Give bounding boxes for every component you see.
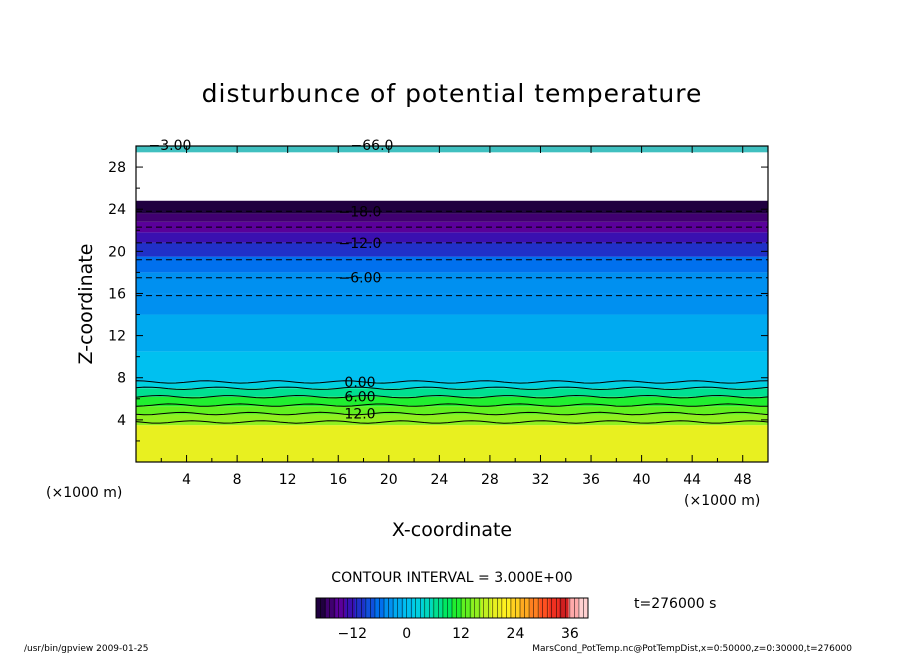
colorbar-swatch-1 [325, 598, 336, 618]
field-band-9 [136, 272, 768, 294]
x-tick-label-1: 8 [233, 472, 242, 488]
contour-line-1 [135, 411, 769, 416]
x-tick-label-11: 48 [734, 472, 752, 488]
colorbar-ticks: −12 0 12 24 36 [337, 626, 578, 642]
field-band-8 [136, 293, 768, 315]
colorbar-swatch-7 [384, 598, 395, 618]
y-tick-label-3: 16 [108, 286, 126, 302]
colorbar-swatch-5 [364, 598, 375, 618]
contour-label-1: 12.0 [344, 407, 375, 423]
colorbar-tick-label-2: 12 [452, 626, 470, 642]
field-band-0 [136, 425, 768, 462]
x-tick-label-0: 4 [182, 472, 191, 488]
field-band-1 [136, 414, 768, 426]
x-axis-ticks: 4 8 12 16 20 24 28 32 36 40 44 48 [160, 146, 752, 488]
colorbar-tick-label-4: 36 [561, 626, 579, 642]
x-tick-label-6: 28 [481, 472, 499, 488]
colorbar-tick-label-1: 0 [402, 626, 411, 642]
field-band-13 [136, 221, 768, 233]
chart-title: disturbunce of potential temperature [202, 79, 703, 108]
colorbar-swatch-3 [345, 598, 356, 618]
contour-line-4 [135, 386, 769, 391]
colorbar-swatch-22 [529, 598, 540, 618]
colorbar-tick-label-0: −12 [337, 626, 367, 642]
y-axis-label: Z-coordinate [75, 244, 97, 365]
colorbar-swatch-12 [432, 598, 443, 618]
field-band-2 [136, 406, 768, 415]
field-band-top [136, 146, 768, 153]
contour-label-3: 6.00 [344, 390, 375, 406]
colorbar-swatch-21 [520, 598, 531, 618]
y-tick-label-5: 24 [108, 202, 126, 218]
time-label: t=276000 s [634, 596, 716, 612]
x-axis-label: X-coordinate [392, 519, 512, 541]
contour-lines: 12.06.000.00−6.00−12.0−18.0−3.00 −66.0 [135, 138, 769, 424]
contour-interval-label: CONTOUR INTERVAL = 3.000E+00 [331, 570, 572, 586]
x-tick-label-3: 16 [329, 472, 347, 488]
x-tick-label-2: 12 [279, 472, 297, 488]
contour-line-5 [135, 380, 769, 384]
y-tick-label-4: 20 [108, 244, 126, 260]
colorbar-swatch-0 [316, 598, 327, 618]
x-tick-label-8: 36 [582, 472, 600, 488]
contour-label-5: 0.00 [344, 375, 375, 391]
colorbar-swatch-17 [481, 598, 492, 618]
colorbar-swatch-10 [413, 598, 424, 618]
colorbar-swatch-11 [422, 598, 434, 618]
x-axis-unit: (×1000 m) [684, 493, 760, 509]
colorbar-swatch-9 [403, 598, 414, 618]
colorbar-swatch-26 [568, 598, 579, 618]
field-band-12 [136, 232, 768, 243]
colorbar-frame [315, 597, 589, 619]
x-tick-label-4: 20 [380, 472, 398, 488]
colorbar-swatch-14 [452, 598, 463, 618]
x-tick-label-5: 24 [430, 472, 448, 488]
x-tick-label-10: 44 [683, 472, 701, 488]
contour-label-7: −6.00 [339, 271, 382, 287]
colorbar-swatch-23 [539, 598, 550, 618]
color-field [136, 146, 768, 462]
field-band-7 [136, 314, 768, 352]
colorbar-swatch-24 [549, 598, 560, 618]
field-band-4 [136, 388, 768, 397]
colorbar-swatch-15 [461, 598, 472, 618]
y-tick-label-1: 8 [117, 371, 126, 387]
plot-frame [135, 145, 769, 463]
y-axis-ticks: 4 8 12 16 20 24 28 [108, 160, 768, 442]
contour-line-0 [135, 420, 769, 424]
y-tick-label-0: 4 [117, 413, 126, 429]
field-band-6 [136, 351, 768, 382]
contour-line-2 [135, 403, 769, 407]
contour-line-3 [135, 394, 769, 399]
colorbar-swatch-8 [393, 598, 404, 618]
contour-label-9: −12.0 [339, 236, 382, 252]
field-band-10 [136, 256, 768, 273]
field-band-5 [136, 381, 768, 389]
field-band-15 [136, 200, 768, 214]
colorbar-swatch-2 [335, 598, 346, 618]
x-tick-label-9: 40 [633, 472, 651, 488]
colorbar-swatch-18 [490, 598, 502, 618]
y-tick-label-6: 28 [108, 160, 126, 176]
field-band-3 [136, 396, 768, 407]
colorbar-swatch-19 [500, 598, 511, 618]
colorbar [315, 597, 589, 619]
colorbar-tick-label-3: 24 [507, 626, 525, 642]
contour-label-11: −18.0 [339, 204, 382, 220]
y-axis-unit: (×1000 m) [46, 485, 122, 501]
field-band-11 [136, 242, 768, 257]
colorbar-swatch-16 [471, 598, 482, 618]
x-tick-label-7: 32 [532, 472, 550, 488]
colorbar-swatch-25 [558, 598, 570, 618]
field-band-14 [136, 213, 768, 222]
footer-left: /usr/bin/gpview 2009-01-25 [24, 644, 148, 654]
footer-right: MarsCond_PotTemp.nc@PotTempDist,x=0:5000… [532, 644, 852, 654]
colorbar-swatch-4 [354, 598, 366, 618]
y-tick-label-2: 12 [108, 329, 126, 345]
